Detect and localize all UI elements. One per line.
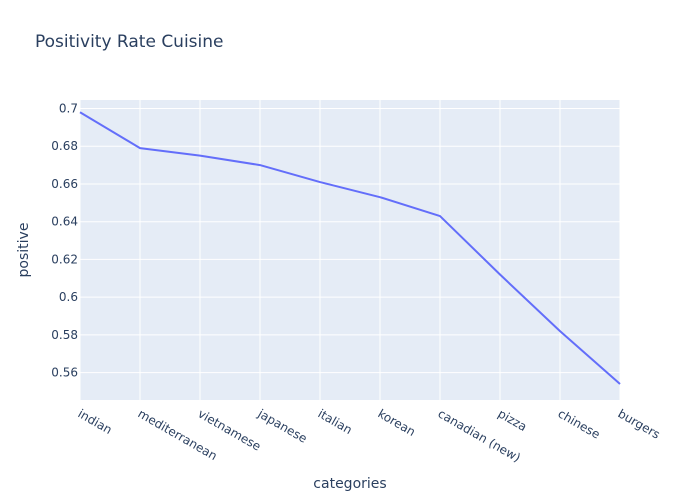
y-tick-label: 0.6 [59,290,78,304]
y-tick-label: 0.62 [51,252,78,266]
plot-area [80,100,620,400]
x-tick-label: burgers [616,406,663,441]
series-line [79,111,621,385]
x-tick-label: japanese [255,406,310,446]
x-tick-label: korean [376,406,418,439]
y-tick-label: 0.68 [51,139,78,153]
data-series [79,111,621,385]
y-tick-label: 0.64 [51,215,78,229]
y-axis-ticks: 0.56 0.58 0.6 0.62 0.64 0.66 0.68 0.7 [51,101,78,379]
y-tick-label: 0.7 [59,101,78,115]
chart-title: Positivity Rate Cuisine [35,32,224,52]
y-tick-label: 0.58 [51,328,78,342]
y-tick-label: 0.56 [51,366,78,380]
x-axis-title: categories [313,476,386,492]
y-tick-label: 0.66 [51,177,78,191]
y-axis-title: positive [16,223,32,278]
x-tick-label: indian [76,406,115,437]
grid-lines [79,100,621,400]
x-tick-label: chinese [556,406,603,441]
x-tick-label: pizza [496,406,530,434]
x-tick-label: italian [316,406,355,437]
